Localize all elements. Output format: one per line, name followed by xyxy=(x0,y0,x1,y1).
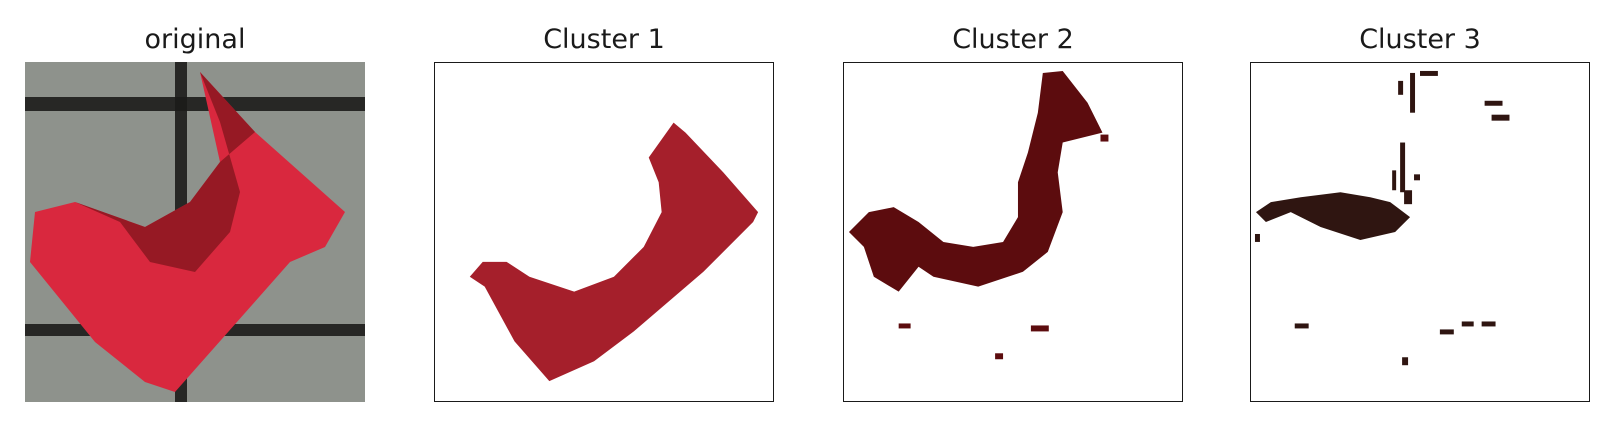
panel-title: original xyxy=(144,24,246,55)
panel-title: Cluster 2 xyxy=(952,24,1074,55)
panel-title: Cluster 3 xyxy=(1359,24,1481,55)
panel-cluster-2: Cluster 2 xyxy=(843,0,1183,433)
cluster-3-svg xyxy=(1254,70,1510,366)
cluster-2-mask xyxy=(843,62,1183,402)
cluster-1-mask xyxy=(434,62,774,402)
cluster-2-svg xyxy=(848,70,1109,360)
original-image xyxy=(25,62,365,402)
panel-cluster-3: Cluster 3 xyxy=(1250,0,1590,433)
original-image-svg xyxy=(25,62,365,402)
cluster-1-svg xyxy=(469,122,759,382)
cluster-3-mask xyxy=(1250,62,1590,402)
panel-title: Cluster 1 xyxy=(543,24,665,55)
panel-original: original xyxy=(25,0,365,433)
panel-cluster-1: Cluster 1 xyxy=(434,0,774,433)
